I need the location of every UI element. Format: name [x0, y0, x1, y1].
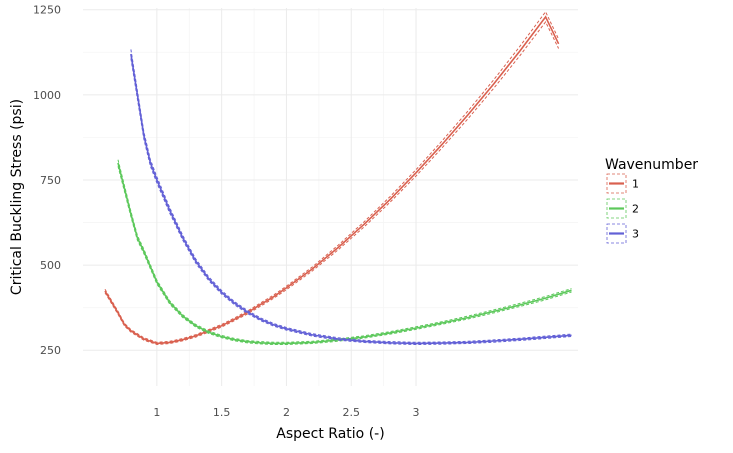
- series-2-upper-band: [117, 159, 572, 343]
- series-3-line: [130, 53, 572, 345]
- legend-key-box: [606, 173, 627, 194]
- y-tick-label: 1000: [33, 89, 61, 102]
- series-2: [117, 159, 572, 345]
- x-tick-label: 2.5: [342, 406, 360, 419]
- legend-key-box: [606, 223, 627, 244]
- series-2-line: [117, 162, 572, 345]
- legend-title: Wavenumber: [605, 157, 698, 173]
- legend-key-box: [606, 198, 627, 219]
- legend-item-3: 3: [606, 223, 639, 244]
- x-tick-label: 1: [153, 406, 160, 419]
- series-3: [130, 49, 572, 346]
- tick-labels: 1 1.5 2 2.5 3 250 500 750 1000 1250: [33, 4, 420, 419]
- grid: [83, 8, 578, 386]
- y-tick-label: 750: [40, 174, 61, 187]
- y-tick-label: 250: [40, 344, 61, 357]
- x-tick-label: 2: [283, 406, 290, 419]
- legend-item-2: 2: [606, 198, 639, 219]
- series-2-lower-band: [117, 166, 572, 345]
- series-3-lower-band: [130, 58, 572, 346]
- legend-label: 1: [632, 178, 639, 191]
- series-1-line: [104, 15, 560, 345]
- legend: Wavenumber 1 2 3: [605, 157, 698, 244]
- series-1-lower-band: [104, 20, 560, 346]
- x-tick-label: 3: [413, 406, 420, 419]
- series-1-upper-band: [104, 10, 560, 343]
- y-tick-label: 1250: [33, 4, 61, 17]
- x-tick-label: 1.5: [213, 406, 231, 419]
- y-tick-label: 500: [40, 259, 61, 272]
- legend-label: 3: [632, 228, 639, 241]
- series-layer: [104, 10, 572, 346]
- x-axis-title: Aspect Ratio (-): [276, 426, 384, 442]
- y-axis-title: Critical Buckling Stress (psi): [9, 99, 25, 295]
- series-1: [104, 10, 560, 346]
- legend-item-1: 1: [606, 173, 639, 194]
- legend-label: 2: [632, 203, 639, 216]
- series-3-upper-band: [130, 49, 572, 343]
